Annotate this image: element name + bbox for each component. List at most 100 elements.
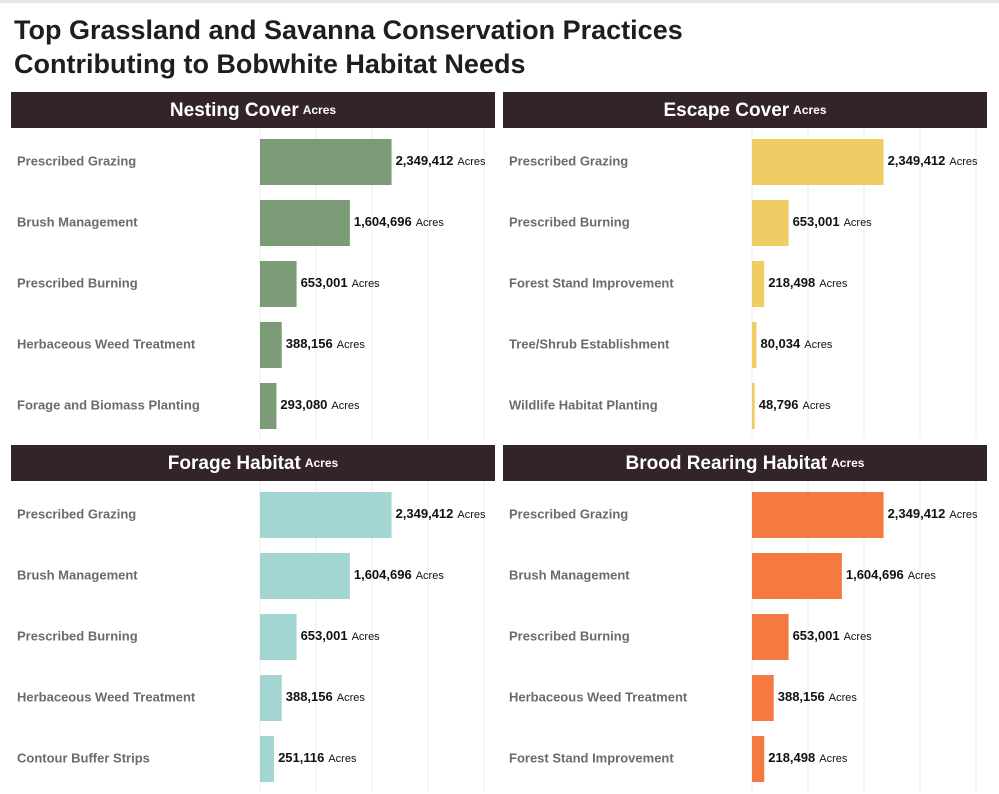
- category-label: Brush Management: [17, 214, 138, 229]
- value-unit: Acres: [337, 339, 366, 351]
- panel-header: [503, 92, 987, 128]
- value-number: 48,796: [759, 397, 799, 412]
- value-number: 293,080: [280, 397, 327, 412]
- value-unit: Acres: [819, 278, 848, 290]
- value-unit: Acres: [844, 217, 873, 229]
- category-label: Prescribed Burning: [509, 214, 630, 229]
- value-unit: Acres: [328, 753, 357, 765]
- value-label: 2,349,412 Acres: [888, 153, 978, 168]
- value-label: 2,349,412 Acres: [396, 153, 486, 168]
- value-unit: Acres: [844, 631, 873, 643]
- bar: [260, 492, 392, 538]
- category-label: Forest Stand Improvement: [509, 750, 674, 765]
- value-number: 218,498: [768, 275, 815, 290]
- value-number: 2,349,412: [888, 153, 946, 168]
- page-title: Contributing to Bobwhite Habitat Needs: [14, 49, 525, 79]
- value-label: 653,001 Acres: [793, 628, 873, 643]
- bar: [260, 139, 392, 185]
- panel-header: [11, 445, 495, 481]
- panel-title: Brood Rearing Habitat: [626, 453, 828, 474]
- value-label: 388,156 Acres: [286, 689, 366, 704]
- value-label: 48,796 Acres: [759, 397, 831, 412]
- bar: [260, 383, 277, 429]
- bar: [752, 675, 774, 721]
- bar: [752, 614, 789, 660]
- value-unit: Acres: [804, 339, 833, 351]
- bar: [260, 553, 350, 599]
- category-label: Prescribed Grazing: [17, 506, 136, 521]
- value-number: 653,001: [301, 628, 348, 643]
- value-unit: Acres: [352, 631, 381, 643]
- value-number: 653,001: [793, 214, 840, 229]
- panel-unit: Acres: [305, 456, 339, 470]
- value-label: 1,604,696 Acres: [354, 214, 444, 229]
- value-number: 80,034: [760, 336, 801, 351]
- value-unit: Acres: [457, 509, 486, 521]
- value-unit: Acres: [802, 400, 831, 412]
- value-unit: Acres: [819, 753, 848, 765]
- value-label: 388,156 Acres: [778, 689, 858, 704]
- value-unit: Acres: [337, 692, 366, 704]
- category-label: Forage and Biomass Planting: [17, 397, 200, 412]
- panel-unit: Acres: [303, 103, 337, 117]
- panel-header: [503, 445, 987, 481]
- category-label: Prescribed Burning: [17, 275, 138, 290]
- value-unit: Acres: [416, 217, 445, 229]
- category-label: Brush Management: [17, 567, 138, 582]
- value-unit: Acres: [949, 156, 978, 168]
- category-label: Prescribed Burning: [509, 628, 630, 643]
- category-label: Contour Buffer Strips: [17, 750, 150, 765]
- value-unit: Acres: [416, 570, 445, 582]
- value-number: 653,001: [301, 275, 348, 290]
- value-label: 2,349,412 Acres: [888, 506, 978, 521]
- category-label: Forest Stand Improvement: [509, 275, 674, 290]
- panel-header-text: Escape Cover Acres: [663, 100, 826, 121]
- value-number: 2,349,412: [888, 506, 946, 521]
- value-number: 388,156: [778, 689, 825, 704]
- category-label: Herbaceous Weed Treatment: [17, 689, 196, 704]
- bar: [752, 383, 755, 429]
- value-unit: Acres: [352, 278, 381, 290]
- top-rule: [0, 0, 999, 3]
- value-label: 653,001 Acres: [793, 214, 873, 229]
- value-number: 1,604,696: [846, 567, 904, 582]
- value-label: 2,349,412 Acres: [396, 506, 486, 521]
- value-label: 1,604,696 Acres: [354, 567, 444, 582]
- value-label: 80,034 Acres: [760, 336, 832, 351]
- bar: [752, 492, 884, 538]
- value-unit: Acres: [908, 570, 937, 582]
- bar: [752, 736, 765, 782]
- bar: [260, 261, 297, 307]
- category-label: Wildlife Habitat Planting: [509, 397, 658, 412]
- value-number: 653,001: [793, 628, 840, 643]
- bar: [260, 736, 275, 782]
- value-label: 218,498 Acres: [768, 750, 848, 765]
- value-number: 388,156: [286, 336, 333, 351]
- value-unit: Acres: [457, 156, 486, 168]
- bar: [752, 200, 789, 246]
- value-unit: Acres: [949, 509, 978, 521]
- panel-header-text: Brood Rearing Habitat Acres: [626, 453, 865, 474]
- value-unit: Acres: [829, 692, 858, 704]
- value-unit: Acres: [331, 400, 360, 412]
- value-number: 1,604,696: [354, 567, 412, 582]
- category-label: Herbaceous Weed Treatment: [17, 336, 196, 351]
- panel-header-text: Nesting Cover Acres: [170, 100, 336, 121]
- category-label: Prescribed Burning: [17, 628, 138, 643]
- bar: [260, 675, 282, 721]
- value-label: 1,604,696 Acres: [846, 567, 936, 582]
- category-label: Prescribed Grazing: [509, 153, 628, 168]
- category-label: Prescribed Grazing: [509, 506, 628, 521]
- value-label: 251,116 Acres: [278, 750, 357, 765]
- category-label: Tree/Shrub Establishment: [509, 336, 670, 351]
- value-label: 653,001 Acres: [301, 275, 381, 290]
- bar: [260, 322, 282, 368]
- category-label: Brush Management: [509, 567, 630, 582]
- bar: [752, 261, 765, 307]
- panel-unit: Acres: [831, 456, 865, 470]
- value-number: 2,349,412: [396, 153, 454, 168]
- panel-unit: Acres: [793, 103, 827, 117]
- value-number: 218,498: [768, 750, 815, 765]
